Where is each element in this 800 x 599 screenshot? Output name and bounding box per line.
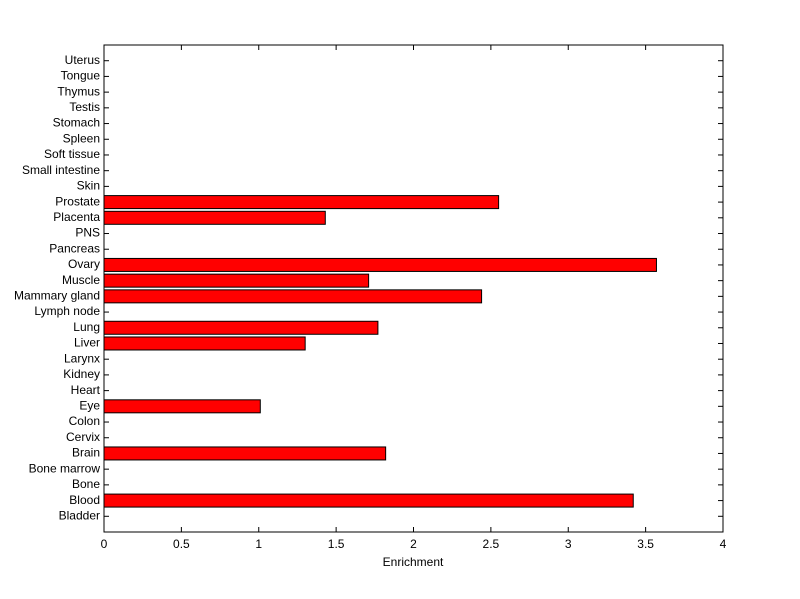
y-tick-label: Liver <box>74 336 100 350</box>
bar <box>103 446 387 461</box>
y-tick-label: Thymus <box>57 84 100 98</box>
y-tick-label: Kidney <box>63 367 100 381</box>
y-tick-label: Lung <box>73 320 100 334</box>
y-tick-label: Pancreas <box>49 241 100 255</box>
y-tick-label: Brain <box>72 446 100 460</box>
bar <box>103 336 306 351</box>
y-tick-label: Soft tissue <box>44 147 100 161</box>
y-tick-label: Colon <box>69 414 100 428</box>
bar <box>103 273 370 288</box>
x-axis-label: Enrichment <box>383 555 444 569</box>
y-tick-label: Prostate <box>55 194 100 208</box>
y-tick-label: Muscle <box>62 273 100 287</box>
y-tick-label: Lymph node <box>34 304 100 318</box>
y-tick-label: Stomach <box>53 116 100 130</box>
bar <box>103 399 261 414</box>
y-tick-label: Tongue <box>61 69 101 83</box>
x-tick-label: 3 <box>565 537 572 551</box>
y-tick-label: Cervix <box>66 430 100 444</box>
y-tick-label: Skin <box>77 179 100 193</box>
y-tick-label: Spleen <box>63 131 100 145</box>
x-tick-label: 2.5 <box>483 537 500 551</box>
y-tick-label: Eye <box>79 398 100 412</box>
y-tick-label: Small intestine <box>22 163 100 177</box>
bar <box>103 289 483 304</box>
y-tick-label: Uterus <box>65 53 100 67</box>
y-tick-label: Bone <box>72 477 100 491</box>
y-tick-label: Heart <box>71 383 101 397</box>
x-tick-label: 1.5 <box>328 537 345 551</box>
bar <box>103 493 634 508</box>
x-tick-label: 4 <box>720 537 727 551</box>
y-tick-label: Bladder <box>59 508 100 522</box>
x-tick-label: 0 <box>101 537 108 551</box>
y-tick-label: PNS <box>75 226 100 240</box>
x-tick-label: 0.5 <box>173 537 190 551</box>
bar <box>103 210 326 225</box>
y-tick-label: Ovary <box>68 257 100 271</box>
bar <box>103 257 657 272</box>
bar <box>103 320 379 335</box>
y-tick-label: Larynx <box>64 351 100 365</box>
y-tick-label: Placenta <box>53 210 100 224</box>
x-tick-label: 1 <box>255 537 262 551</box>
x-tick-label: 2 <box>410 537 417 551</box>
x-tick-label: 3.5 <box>637 537 654 551</box>
y-tick-label: Blood <box>69 493 100 507</box>
y-tick-label: Mammary gland <box>14 289 100 303</box>
y-tick-label: Bone marrow <box>29 461 101 475</box>
y-tick-label: Testis <box>69 100 100 114</box>
bar <box>103 195 500 210</box>
